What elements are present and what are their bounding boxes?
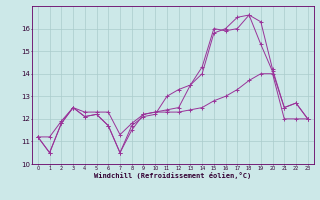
X-axis label: Windchill (Refroidissement éolien,°C): Windchill (Refroidissement éolien,°C) [94, 172, 252, 179]
